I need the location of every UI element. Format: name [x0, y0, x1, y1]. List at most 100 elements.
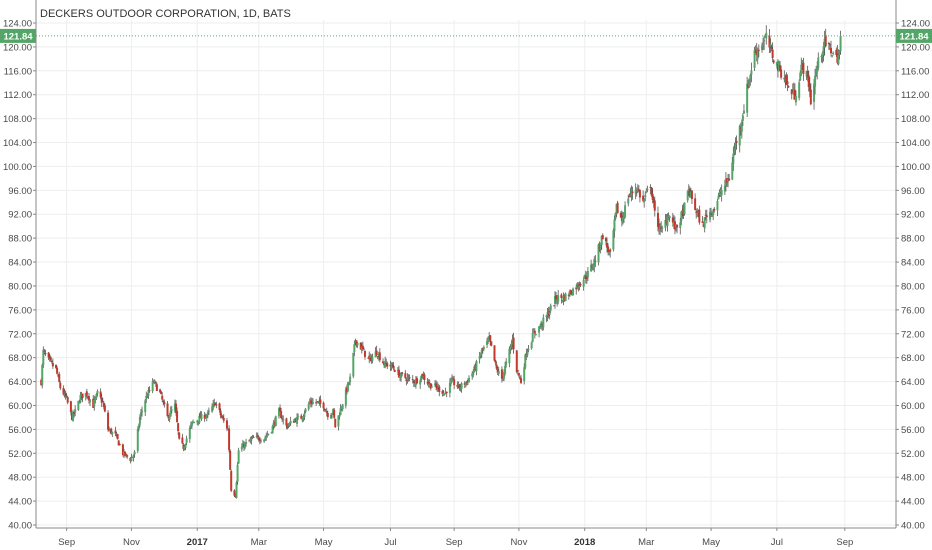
- candle[interactable]: [181, 433, 184, 445]
- candle[interactable]: [270, 431, 273, 434]
- candle[interactable]: [787, 85, 790, 88]
- candle[interactable]: [155, 382, 158, 392]
- candle[interactable]: [428, 379, 431, 389]
- candle[interactable]: [213, 398, 216, 408]
- candle[interactable]: [680, 210, 683, 226]
- candle[interactable]: [204, 413, 207, 419]
- candle[interactable]: [754, 45, 757, 54]
- candle[interactable]: [200, 411, 203, 421]
- candle[interactable]: [779, 61, 782, 72]
- candle[interactable]: [838, 50, 841, 60]
- candle[interactable]: [229, 449, 232, 471]
- candle[interactable]: [374, 347, 377, 358]
- candle[interactable]: [126, 454, 129, 459]
- candle[interactable]: [184, 443, 187, 451]
- candle[interactable]: [437, 383, 440, 392]
- candle[interactable]: [131, 456, 134, 459]
- candle[interactable]: [170, 406, 173, 414]
- candle[interactable]: [227, 428, 230, 431]
- candle[interactable]: [518, 375, 521, 380]
- candle[interactable]: [541, 322, 544, 331]
- candle[interactable]: [609, 248, 612, 258]
- candle[interactable]: [330, 413, 333, 419]
- candle[interactable]: [354, 338, 357, 346]
- candle[interactable]: [570, 290, 573, 296]
- candle[interactable]: [798, 79, 801, 101]
- candle[interactable]: [370, 354, 373, 364]
- candle[interactable]: [273, 417, 276, 428]
- candle[interactable]: [355, 340, 358, 348]
- candle[interactable]: [121, 443, 124, 457]
- candle[interactable]: [582, 276, 585, 291]
- candle[interactable]: [747, 79, 750, 89]
- candle[interactable]: [832, 51, 835, 56]
- candle[interactable]: [191, 419, 194, 424]
- candle[interactable]: [597, 243, 600, 266]
- candle[interactable]: [650, 187, 653, 197]
- candle[interactable]: [500, 366, 503, 383]
- candle[interactable]: [723, 179, 726, 195]
- candle[interactable]: [207, 407, 210, 416]
- candle[interactable]: [474, 362, 477, 372]
- candle[interactable]: [549, 303, 552, 313]
- candle[interactable]: [43, 349, 46, 355]
- candle[interactable]: [248, 439, 251, 442]
- candle[interactable]: [755, 43, 758, 62]
- candle[interactable]: [146, 393, 149, 398]
- candle[interactable]: [583, 274, 586, 280]
- candle[interactable]: [415, 376, 418, 385]
- candle[interactable]: [360, 342, 363, 354]
- candle[interactable]: [814, 68, 817, 95]
- candle[interactable]: [296, 413, 299, 427]
- candle[interactable]: [152, 379, 155, 384]
- candle[interactable]: [114, 426, 117, 437]
- candle[interactable]: [401, 371, 404, 377]
- candle[interactable]: [383, 362, 386, 368]
- candle[interactable]: [377, 351, 380, 361]
- candle[interactable]: [765, 25, 768, 45]
- candle[interactable]: [579, 282, 582, 288]
- candle[interactable]: [399, 372, 402, 381]
- candle[interactable]: [510, 340, 513, 351]
- candle[interactable]: [682, 203, 685, 219]
- candle[interactable]: [756, 47, 759, 65]
- candle[interactable]: [471, 371, 474, 380]
- candle[interactable]: [375, 345, 378, 357]
- candle[interactable]: [333, 407, 336, 419]
- candle[interactable]: [616, 200, 619, 214]
- candle[interactable]: [701, 215, 704, 224]
- candle[interactable]: [824, 28, 827, 48]
- candle[interactable]: [122, 448, 125, 459]
- candle[interactable]: [166, 400, 169, 417]
- candle[interactable]: [70, 411, 73, 421]
- candle[interactable]: [277, 407, 280, 419]
- candle[interactable]: [564, 292, 567, 302]
- candle[interactable]: [307, 401, 310, 411]
- candle[interactable]: [118, 443, 121, 446]
- candle[interactable]: [690, 189, 693, 204]
- candle[interactable]: [241, 439, 244, 448]
- candle[interactable]: [673, 216, 676, 235]
- candle[interactable]: [141, 406, 144, 417]
- candle[interactable]: [724, 172, 727, 192]
- candle[interactable]: [96, 389, 99, 397]
- candle[interactable]: [252, 435, 255, 438]
- candle[interactable]: [675, 224, 678, 232]
- candle[interactable]: [133, 450, 136, 458]
- candle[interactable]: [419, 378, 422, 389]
- candle[interactable]: [780, 65, 783, 80]
- candle[interactable]: [494, 359, 497, 366]
- candle[interactable]: [524, 353, 527, 370]
- candle[interactable]: [92, 394, 95, 409]
- candle[interactable]: [109, 428, 112, 434]
- candle[interactable]: [371, 353, 374, 364]
- candle[interactable]: [256, 432, 259, 440]
- candle[interactable]: [315, 398, 318, 406]
- candle[interactable]: [236, 461, 239, 485]
- candle[interactable]: [784, 74, 787, 89]
- candle[interactable]: [55, 364, 58, 370]
- candle[interactable]: [436, 381, 439, 392]
- candle[interactable]: [102, 400, 105, 410]
- candle[interactable]: [240, 443, 243, 452]
